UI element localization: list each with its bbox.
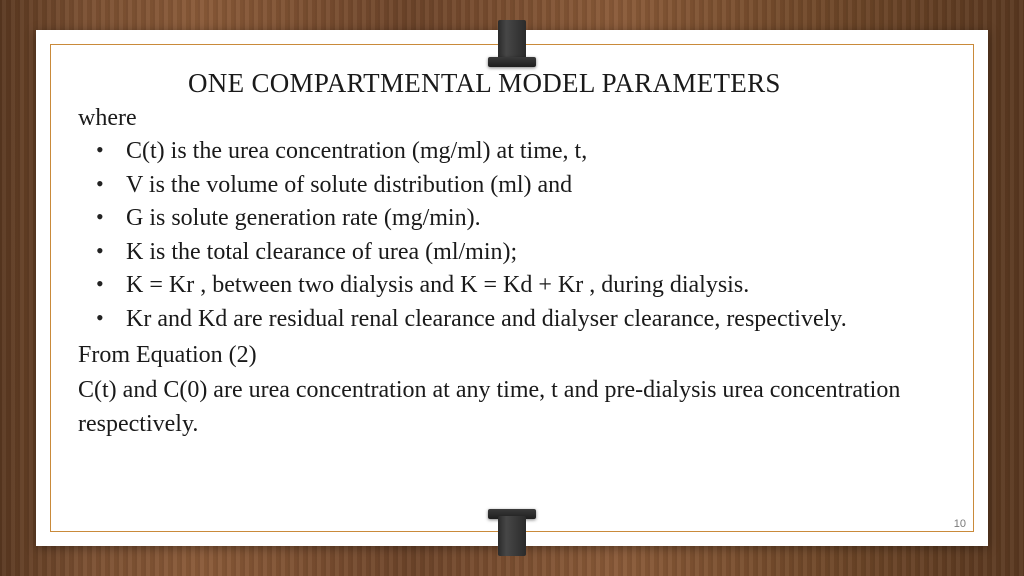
where-label: where xyxy=(78,105,946,132)
binder-clip-top-icon xyxy=(488,20,536,67)
slide-title: ONE COMPARTMENTAL MODEL PARAMETERS xyxy=(78,68,946,99)
list-item: K is the total clearance of urea (ml/min… xyxy=(78,236,946,270)
list-item: K = Kr , between two dialysis and K = Kd… xyxy=(78,269,946,303)
list-item: G is solute generation rate (mg/min). xyxy=(78,202,946,236)
list-item: C(t) is the urea concentration (mg/ml) a… xyxy=(78,135,946,169)
from-equation-line: From Equation (2) xyxy=(78,339,946,373)
list-item: V is the volume of solute distribution (… xyxy=(78,169,946,203)
bullet-list: C(t) is the urea concentration (mg/ml) a… xyxy=(78,135,946,337)
slide-card: ONE COMPARTMENTAL MODEL PARAMETERS where… xyxy=(36,30,988,546)
list-item: Kr and Kd are residual renal clearance a… xyxy=(78,303,946,337)
slide-content: ONE COMPARTMENTAL MODEL PARAMETERS where… xyxy=(78,68,946,516)
binder-clip-bottom-icon xyxy=(488,509,536,556)
page-number: 10 xyxy=(954,518,966,530)
closing-paragraph: C(t) and C(0) are urea concentration at … xyxy=(78,374,946,441)
